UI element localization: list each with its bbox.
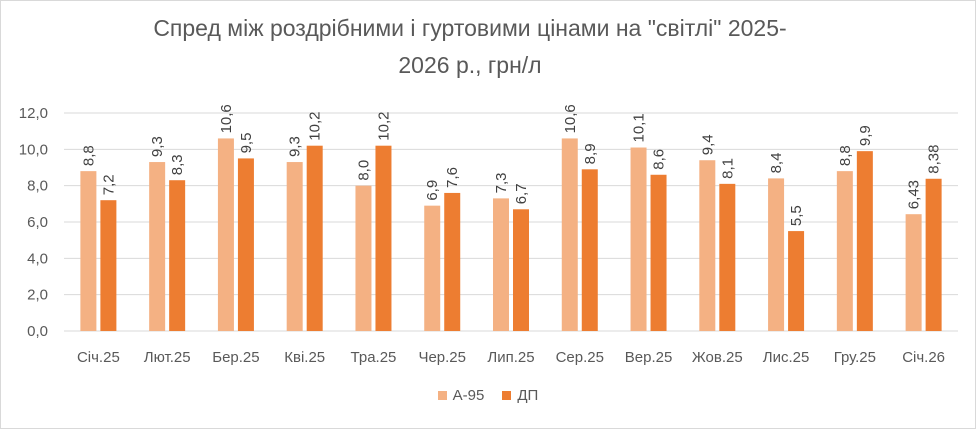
chart-title-line-1: Спред між роздрібними і гуртовими цінами…	[153, 15, 787, 41]
bar-a95	[424, 205, 441, 331]
bar-a95	[493, 198, 509, 331]
bar-a95	[630, 147, 647, 331]
y-tick-label: 10,0	[19, 141, 48, 158]
data-label: 8,6	[651, 149, 668, 170]
data-label: 10,1	[631, 113, 648, 142]
data-label: 10,6	[218, 104, 235, 133]
x-tick-label: Чер.25	[418, 349, 466, 366]
bar-dp	[925, 178, 942, 331]
legend-item-a95: А-95	[437, 387, 485, 404]
data-label: 6,43	[906, 180, 923, 209]
bar-a95	[699, 160, 716, 331]
data-label: 8,9	[582, 143, 599, 164]
bar-dp	[581, 169, 598, 331]
bar-dp	[444, 192, 461, 331]
bar-a95	[149, 162, 166, 331]
bar-a95	[561, 138, 578, 331]
legend-swatch-dp	[502, 391, 512, 400]
data-label: 7,2	[100, 174, 117, 195]
x-tick-label: Лют.25	[144, 349, 191, 366]
bar-dp	[169, 180, 186, 331]
data-label: 9,4	[699, 134, 716, 155]
data-label: 7,3	[493, 173, 510, 194]
bar-a95	[355, 185, 372, 331]
bar-a95	[217, 138, 234, 331]
data-label: 8,0	[355, 160, 372, 181]
bar-dp	[650, 174, 667, 331]
bar-a95	[905, 214, 922, 331]
legend: А-95 ДП	[0, 387, 976, 404]
bar-a95	[286, 162, 303, 331]
y-tick-label: 6,0	[27, 214, 48, 231]
data-label: 8,8	[837, 145, 854, 166]
x-tick-label: Вер.25	[625, 349, 673, 366]
y-tick-label: 8,0	[27, 178, 48, 195]
data-label: 8,3	[169, 154, 186, 175]
data-label: 9,5	[238, 133, 255, 154]
x-tick-label: Лис.25	[763, 349, 810, 366]
bar-dp	[237, 158, 254, 331]
bar-dp	[788, 231, 805, 331]
data-label: 9,3	[287, 136, 304, 157]
bar-dp	[375, 145, 392, 331]
chart-title-line-2: 2026 р., грн/л	[398, 52, 542, 78]
y-tick-label: 4,0	[27, 250, 48, 267]
data-label: 6,7	[513, 183, 530, 204]
bar-dp	[100, 200, 117, 331]
y-tick-label: 2,0	[27, 287, 48, 304]
data-label: 6,9	[424, 180, 441, 201]
chart-title: Спред між роздрібними і гуртовими цінами…	[0, 10, 940, 84]
bar-dp	[856, 151, 873, 331]
x-tick-label: Кві.25	[284, 349, 325, 366]
x-tick-label: Тра.25	[351, 349, 397, 366]
legend-label-a95: А-95	[452, 387, 485, 404]
x-tick-label: Сер.25	[556, 349, 604, 366]
bar-dp	[306, 145, 323, 331]
y-tick-label: 12,0	[19, 105, 48, 122]
x-tick-label: Бер.25	[212, 349, 259, 366]
x-tick-label: Січ.25	[77, 349, 120, 366]
bar-a95	[768, 178, 785, 331]
y-tick-label: 0,0	[27, 323, 48, 340]
bar-a95	[80, 171, 97, 331]
bar-a95	[836, 171, 853, 331]
x-tick-label: Січ.26	[902, 349, 945, 366]
data-label: 9,3	[149, 136, 166, 157]
data-label: 8,8	[80, 145, 97, 166]
bar-dp	[513, 209, 529, 331]
data-label: 10,2	[307, 111, 324, 140]
data-label: 8,38	[926, 145, 943, 174]
data-label: 9,9	[857, 125, 874, 146]
data-label: 8,1	[719, 158, 736, 179]
x-tick-label: Жов.25	[692, 349, 743, 366]
data-label: 10,2	[375, 111, 392, 140]
data-label: 8,4	[768, 153, 785, 174]
x-tick-label: Лип.25	[487, 349, 534, 366]
x-tick-label: Гру.25	[834, 349, 876, 366]
bar-dp	[719, 183, 736, 331]
legend-item-dp: ДП	[502, 387, 538, 404]
data-label: 5,5	[788, 205, 805, 226]
data-label: 10,6	[562, 104, 579, 133]
legend-swatch-a95	[437, 391, 447, 400]
data-label: 7,6	[444, 167, 461, 188]
legend-label-dp: ДП	[517, 387, 539, 404]
